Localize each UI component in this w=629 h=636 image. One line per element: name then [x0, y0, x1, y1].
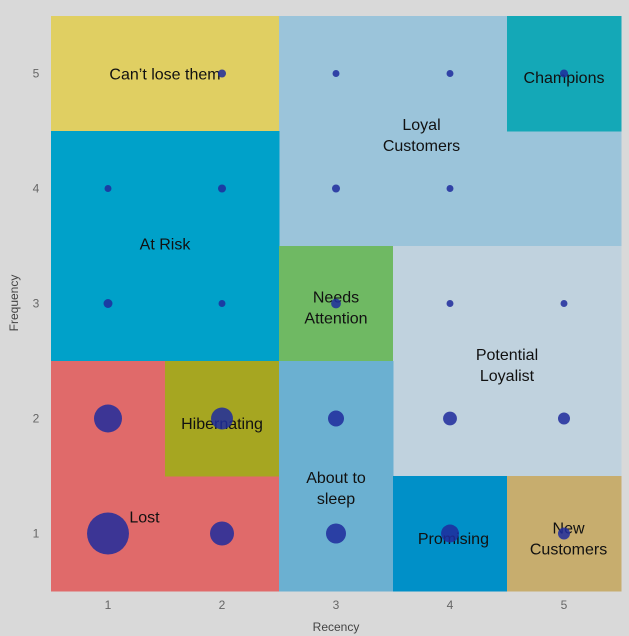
y-tick-label: 5: [33, 67, 40, 81]
y-tick-label: 2: [33, 412, 40, 426]
segment-label-can-t-lose-them: Can’t lose them: [109, 67, 220, 84]
segment-label-line: About to: [306, 470, 366, 487]
bubble-r5-f3[interactable]: [560, 300, 568, 307]
segment-label-about-to-sleep: About to sleep: [306, 470, 366, 508]
bubble-r1-f3[interactable]: [103, 299, 113, 308]
segment-cell-can-t-lose-them: [51, 16, 166, 132]
segment-label-line: Needs: [313, 289, 359, 306]
segment-label-potential-loyalist: Potential Loyalist: [476, 347, 538, 385]
bubbles: [87, 69, 570, 555]
segment-label-line: Customers: [383, 138, 460, 155]
bubble-r2-f4[interactable]: [218, 184, 226, 193]
segment-label-loyal-customers: Loyal Customers: [383, 117, 460, 155]
x-tick-label: 2: [219, 598, 226, 612]
segment-label-at-risk: At Risk: [140, 237, 192, 254]
y-tick-label: 1: [33, 527, 40, 541]
x-tick-label: 1: [105, 598, 112, 612]
bubble-r3-f5[interactable]: [332, 70, 340, 77]
segment-label-lost: Lost: [129, 509, 160, 526]
bubble-r2-f2[interactable]: [211, 407, 233, 430]
bubble-r1-f1[interactable]: [87, 512, 129, 555]
segment-label-line: Customers: [530, 542, 607, 559]
segment-label-needs-attention: Needs Attention: [304, 289, 367, 327]
y-tick-label: 3: [33, 297, 40, 311]
y-tick-label: 4: [33, 182, 40, 196]
bubble-r5-f1[interactable]: [558, 527, 570, 540]
segment-label-champions: Champions: [524, 70, 605, 87]
y-axis-label: Frequency: [7, 275, 21, 332]
bubble-r3-f2[interactable]: [328, 410, 344, 427]
x-tick-label: 4: [447, 598, 454, 612]
x-tick-label: 5: [561, 598, 568, 612]
segment-cell-loyal-customers: [507, 131, 622, 247]
segment-label-line: Loyalist: [480, 368, 535, 385]
bubble-r4-f2[interactable]: [443, 411, 457, 426]
bubble-r3-f3[interactable]: [331, 298, 341, 309]
segment-label-line: Potential: [476, 347, 538, 364]
bubble-r2-f3[interactable]: [218, 300, 226, 307]
bubble-r4-f4[interactable]: [446, 185, 454, 192]
bubble-r2-f5[interactable]: [218, 69, 226, 78]
bubble-r4-f1[interactable]: [441, 524, 459, 543]
segment-label-line: Champions: [524, 70, 605, 87]
segment-cells: [51, 16, 622, 592]
bubble-r5-f5[interactable]: [560, 69, 568, 78]
bubble-r1-f4[interactable]: [104, 185, 112, 192]
bubble-r4-f5[interactable]: [446, 70, 454, 77]
bubble-r1-f2[interactable]: [94, 404, 122, 433]
x-tick-label: 3: [333, 598, 340, 612]
segment-label-line: Lost: [129, 509, 160, 526]
segment-label-line: Attention: [304, 310, 367, 327]
bubble-r5-f2[interactable]: [558, 412, 570, 425]
segment-label-line: At Risk: [140, 237, 192, 254]
segment-label-line: Loyal: [402, 117, 440, 134]
segment-label-line: sleep: [317, 491, 355, 508]
bubble-r3-f1[interactable]: [326, 523, 346, 544]
x-axis-label: Recency: [313, 620, 360, 634]
x-axis-ticks: 1 2 3 4 5: [105, 598, 568, 612]
y-axis-ticks: 1 2 3 4 5: [33, 67, 40, 541]
bubble-r4-f3[interactable]: [446, 300, 454, 307]
bubble-r3-f4[interactable]: [332, 184, 340, 193]
segment-label-line: Can’t lose them: [109, 67, 220, 84]
bubble-r2-f1[interactable]: [210, 521, 234, 546]
